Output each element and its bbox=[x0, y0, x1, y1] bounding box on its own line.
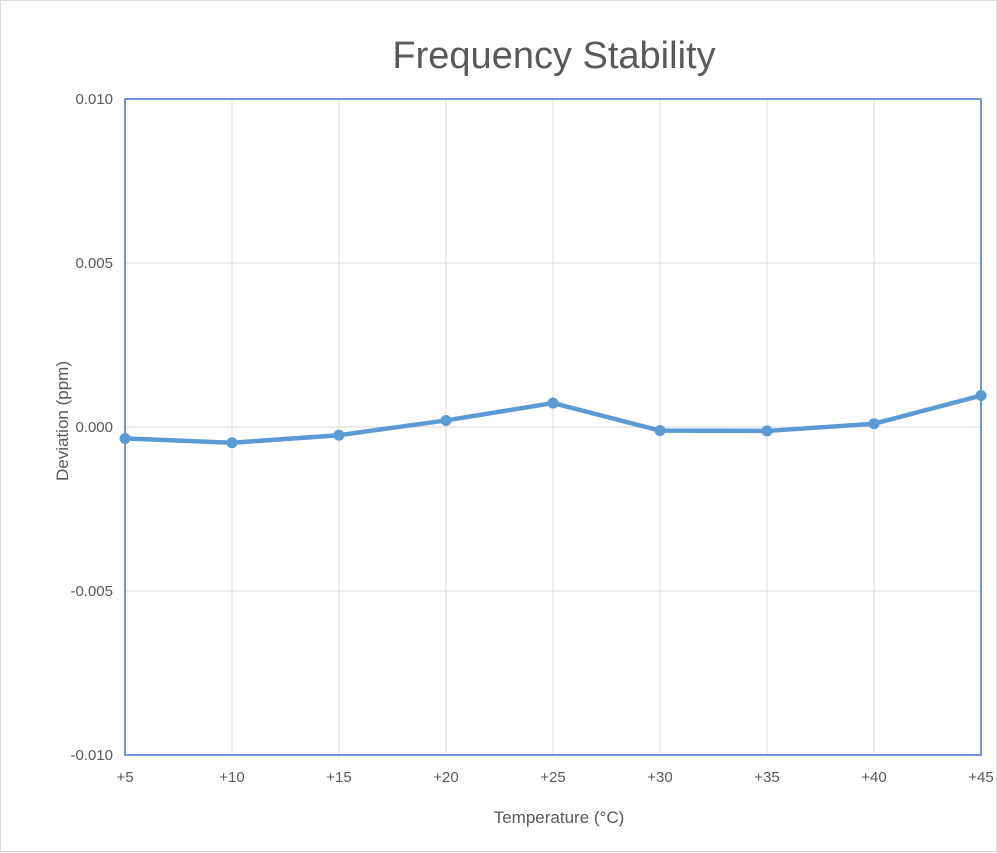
x-tick-label: +25 bbox=[540, 769, 565, 786]
y-tick-label: -0.005 bbox=[70, 583, 113, 600]
data-point bbox=[333, 429, 345, 441]
y-tick-label: 0.010 bbox=[75, 91, 113, 108]
chart-title: Frequency Stability bbox=[392, 35, 715, 77]
x-tick-label: +30 bbox=[647, 769, 672, 786]
series-layer bbox=[119, 390, 987, 449]
y-tick-label: -0.010 bbox=[70, 747, 113, 764]
data-point bbox=[547, 397, 559, 409]
x-tick-label: +10 bbox=[219, 769, 244, 786]
x-tick-label: +15 bbox=[326, 769, 351, 786]
data-point bbox=[761, 425, 773, 437]
y-tick-label: 0.005 bbox=[75, 255, 113, 272]
x-tick-label: +35 bbox=[754, 769, 779, 786]
x-axis-label: Temperature (°C) bbox=[494, 808, 625, 827]
y-axis-label: Deviation (ppm) bbox=[53, 361, 72, 481]
x-tick-label: +45 bbox=[968, 769, 993, 786]
plot-area bbox=[124, 98, 982, 756]
data-point bbox=[975, 390, 987, 402]
data-point bbox=[654, 425, 666, 437]
x-tick-label: +5 bbox=[116, 769, 133, 786]
data-point bbox=[119, 432, 131, 444]
x-tick-label: +20 bbox=[433, 769, 458, 786]
data-point bbox=[226, 437, 238, 449]
x-tick-label: +40 bbox=[861, 769, 886, 786]
data-point bbox=[868, 418, 880, 430]
y-tick-label: 0.000 bbox=[75, 419, 113, 436]
y-axis-ticks: 0.010 0.005 0.000 -0.005 -0.010 bbox=[70, 91, 113, 764]
data-point bbox=[440, 414, 452, 426]
x-axis-ticks: +5 +10 +15 +20 +25 +30 +35 +40 +45 bbox=[116, 769, 993, 786]
